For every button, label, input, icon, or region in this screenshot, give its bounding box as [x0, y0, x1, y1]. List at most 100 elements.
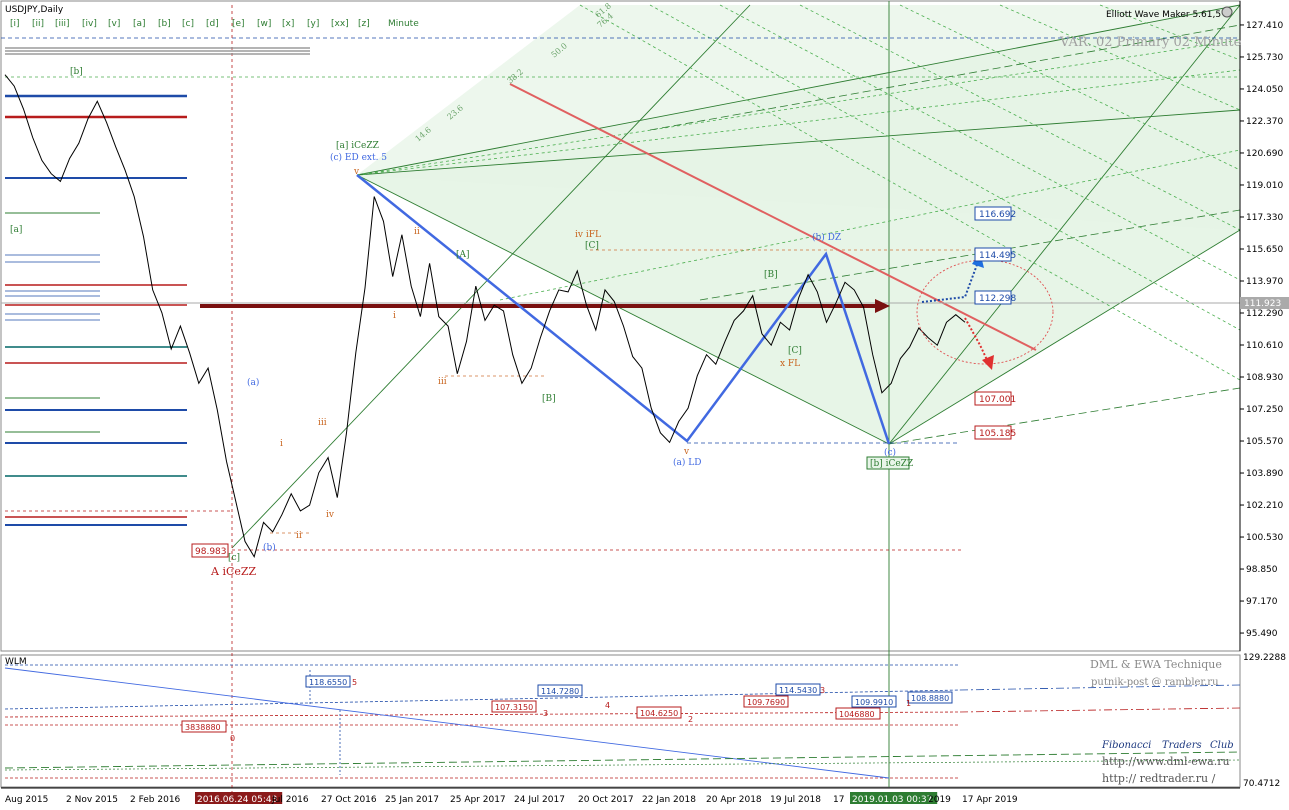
y-tick-label: 107.250 — [1246, 405, 1283, 415]
indicator-value-box — [851, 695, 897, 708]
wave-label-ii-small: ii — [414, 227, 420, 237]
indicator-digits: 5 3 4 3 2 1 0 — [230, 678, 911, 743]
left-levels — [5, 94, 187, 526]
current-price-text: 111.923 — [1244, 299, 1281, 309]
red-dash-lines — [5, 5, 962, 800]
mid-long-dash — [699, 209, 1241, 301]
timeframe-button[interactable]: [y] — [307, 19, 319, 29]
price-box-112: 112.298 — [974, 290, 1016, 305]
y-tick-label: 97.170 — [1246, 597, 1278, 607]
fib-dash-5 — [649, 4, 1241, 331]
price-box-116: 116.692 — [974, 206, 1016, 221]
timeframe-button[interactable]: [d] — [206, 19, 219, 29]
x-tick-label: 2019.01.03 00:37 — [852, 795, 932, 805]
y-tick-label: 120.690 — [1246, 149, 1283, 159]
indicator-digit: 2 — [688, 715, 693, 724]
y-tick-label: 98.850 — [1246, 565, 1278, 575]
red-projection — [964, 317, 994, 370]
base-line — [356, 174, 890, 445]
fib-dash-8 — [899, 4, 1241, 171]
wave-label-B-mid: [B] — [542, 394, 556, 404]
timeframe-button[interactable]: [x] — [282, 19, 294, 29]
ind-red-dash-2 — [959, 707, 1241, 713]
fib-dash-1 — [356, 39, 1241, 176]
y-tick-label: 110.610 — [1246, 341, 1283, 351]
x-tick-label: Jul 2016 — [271, 795, 309, 805]
y-tick-label: 95.490 — [1246, 629, 1278, 639]
timeframe-button[interactable]: [xx] — [331, 19, 349, 29]
wave-label-a-bottom: [a] — [10, 225, 22, 235]
price-box-116-text: 116.692 — [979, 210, 1016, 220]
x-tick-label: 24 Jul 2017 — [514, 795, 565, 805]
timeframe-button[interactable]: [a] — [133, 19, 146, 29]
b-izz-badge: [b] iCeZZ — [866, 456, 913, 470]
timeframe-button[interactable]: [b] — [158, 19, 171, 29]
x-tick-label: Aug 2015 — [5, 795, 48, 805]
indicator-value-text: 107.3150 — [495, 703, 533, 712]
red-projection-head — [982, 355, 994, 370]
wave-label-iv: iv — [326, 510, 335, 520]
indicator-value-box — [835, 707, 881, 720]
wave-label-a-iceZZ: [a] iCeZZ — [336, 141, 379, 151]
wave-label-a-paren: (a) — [247, 377, 259, 388]
price-box-107: 107.001 — [974, 391, 1016, 406]
indicator-value-text: 109.7690 — [747, 698, 785, 707]
timeframe-button[interactable]: [i] — [10, 19, 20, 29]
channel-lower-line — [231, 4, 751, 549]
symbol-title: USDJPY,Daily — [5, 5, 64, 15]
timeframe-button[interactable]: [ii] — [32, 19, 44, 29]
wave-label-ii: ii — [296, 531, 302, 541]
fan-line-2 — [888, 4, 1241, 445]
indicator-value-text: 114.5430 — [779, 686, 817, 695]
x-tick-label: 20 Oct 2017 — [578, 795, 634, 805]
timeframe-button[interactable]: [c] — [182, 19, 194, 29]
dark-red-arrow-head — [875, 299, 890, 313]
timeframe-button[interactable]: Minute — [388, 19, 419, 29]
ind-green-dash — [4, 751, 1241, 769]
timeframe-button[interactable]: [w] — [257, 19, 271, 29]
fib-dash-2 — [356, 69, 1241, 176]
indicator-name: WLM — [5, 657, 27, 667]
indicator-boxes: 118.6550 114.7280 114.5430 107.3150 104.6250… — [181, 675, 953, 733]
price-series-line — [4, 74, 966, 558]
wave-label-b-top: [b] — [70, 67, 83, 77]
wave-label-v-top: v — [353, 167, 360, 177]
channel-mid — [888, 229, 1241, 445]
green-dashed-lines — [5, 4, 1241, 445]
y-tick-label: 117.330 — [1246, 213, 1283, 223]
wave-label-iii: iii — [318, 418, 327, 428]
url-1[interactable]: http://www.dml-ewa.ru — [1102, 755, 1230, 768]
y-tick-label: 103.890 — [1246, 469, 1283, 479]
club-word-3: Club — [1210, 740, 1234, 751]
timeframe-button[interactable]: [v] — [108, 19, 120, 29]
indicator-value-text: 108.8880 — [911, 694, 949, 703]
indicator-value-text: 104.6250 — [640, 709, 678, 718]
wave-label-b-izz: [b] iCeZZ — [870, 459, 913, 469]
wave-label-b-dz: (b) DZ — [812, 232, 841, 243]
timeframe-button[interactable]: [e] — [232, 19, 245, 29]
x-tick-label: 22 Jan 2018 — [642, 795, 696, 805]
timeframe-button[interactable]: [iii] — [55, 19, 70, 29]
x-tick-label: 25 Jan 2017 — [385, 795, 439, 805]
price-box-107-text: 107.001 — [979, 395, 1016, 405]
blue-projection-line — [921, 261, 979, 303]
fib-dash-10 — [1099, 4, 1241, 61]
y-tick-label: 102.210 — [1246, 501, 1283, 511]
club-word-1: Fibonacci — [1101, 740, 1151, 751]
indicator-value-text: 114.7280 — [541, 687, 579, 696]
x-tick-label: 17 Apr 2019 — [962, 795, 1018, 805]
x-highlight-box — [195, 792, 283, 804]
timeframe-button[interactable]: [iv] — [82, 19, 97, 29]
indicator-digit: 3 — [820, 686, 825, 695]
fib-dash-6 — [719, 4, 1241, 281]
blue-dash-lines — [1, 37, 1240, 444]
indicator-digit: 4 — [605, 701, 610, 710]
wave-label-A-iceZZ: A iCeZZ — [210, 565, 257, 578]
timeframe-button[interactable]: [z] — [358, 19, 370, 29]
wave-label-b-paren: (b) — [263, 542, 276, 553]
indicator-y-top: 129.2288 — [1243, 653, 1286, 663]
url-2[interactable]: http:// redtrader.ru / — [1102, 772, 1216, 785]
wave-label-A-mid: [A] — [456, 250, 470, 260]
